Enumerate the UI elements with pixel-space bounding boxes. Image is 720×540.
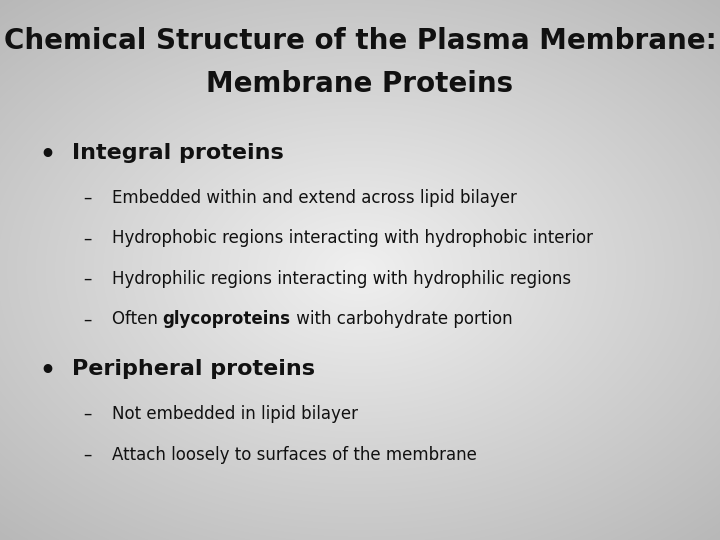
Text: –: – <box>83 230 91 247</box>
Text: Hydrophilic regions interacting with hydrophilic regions: Hydrophilic regions interacting with hyd… <box>112 270 571 288</box>
Text: Often: Often <box>112 310 163 328</box>
Text: with carbohydrate portion: with carbohydrate portion <box>291 310 513 328</box>
Text: Not embedded in lipid bilayer: Not embedded in lipid bilayer <box>112 405 358 423</box>
Text: Embedded within and extend across lipid bilayer: Embedded within and extend across lipid … <box>112 189 516 207</box>
Text: –: – <box>83 270 91 288</box>
Text: –: – <box>83 189 91 207</box>
Text: •: • <box>40 359 55 383</box>
Text: Peripheral proteins: Peripheral proteins <box>72 359 315 379</box>
Text: Attach loosely to surfaces of the membrane: Attach loosely to surfaces of the membra… <box>112 446 477 463</box>
Text: –: – <box>83 405 91 423</box>
Text: –: – <box>83 446 91 463</box>
Text: glycoproteins: glycoproteins <box>163 310 291 328</box>
Text: Membrane Proteins: Membrane Proteins <box>207 70 513 98</box>
Text: Hydrophobic regions interacting with hydrophobic interior: Hydrophobic regions interacting with hyd… <box>112 230 593 247</box>
Text: –: – <box>83 310 91 328</box>
Text: Chemical Structure of the Plasma Membrane:: Chemical Structure of the Plasma Membran… <box>4 27 716 55</box>
Text: Integral proteins: Integral proteins <box>72 143 284 163</box>
Text: •: • <box>40 143 55 167</box>
